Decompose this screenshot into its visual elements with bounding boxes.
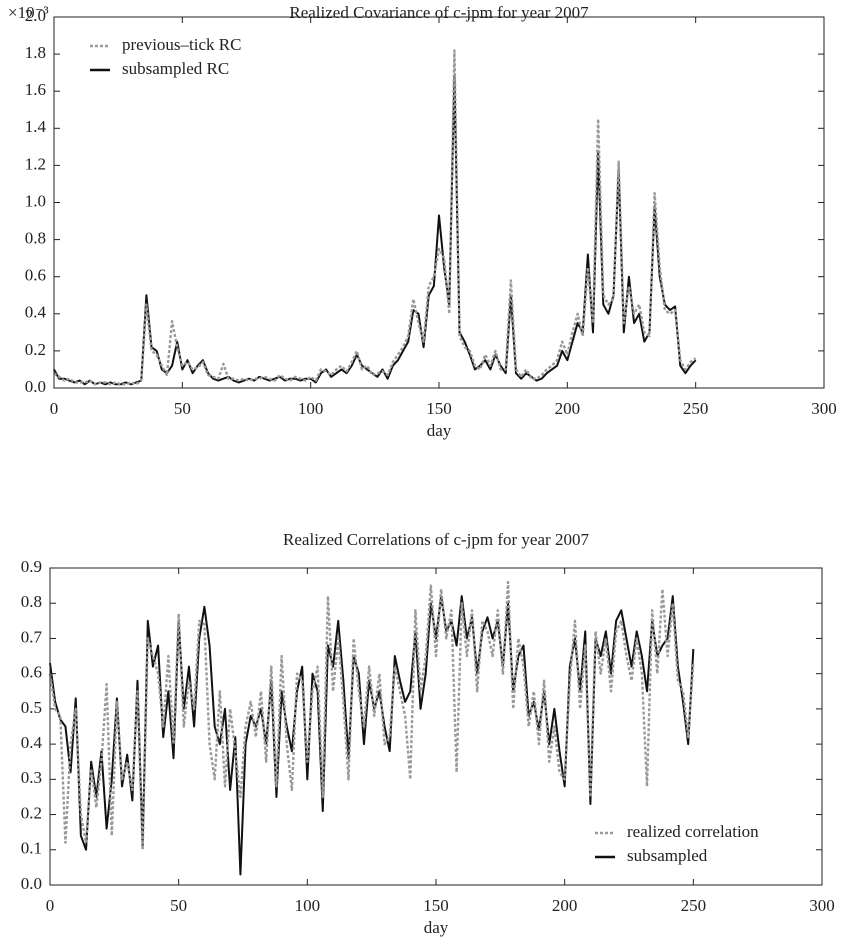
y-tick-label: 0.4 <box>21 733 43 752</box>
x-tick-label: 150 <box>426 399 452 418</box>
x-tick-label: 0 <box>50 399 59 418</box>
plot-frame <box>53 16 825 389</box>
y-tick-label: 0.4 <box>25 303 47 322</box>
x-tick-label: 0 <box>46 896 55 915</box>
y-tick-label: 0.2 <box>21 803 42 822</box>
legend-label: subsampled <box>627 846 708 865</box>
y-tick-label: 0.9 <box>21 557 42 576</box>
y-offset-label: ×10⁻³ <box>8 3 49 22</box>
line-series <box>53 49 697 386</box>
y-tick-label: 0.6 <box>21 663 42 682</box>
x-tick-label: 200 <box>552 896 578 915</box>
y-tick-label: 0.2 <box>25 340 46 359</box>
x-axis-label: day <box>427 421 452 440</box>
y-tick-label: 0.0 <box>21 874 42 893</box>
x-tick-label: 50 <box>174 399 191 418</box>
legend-label: realized correlation <box>627 822 759 841</box>
x-tick-label: 250 <box>681 896 707 915</box>
y-tick-label: 1.0 <box>25 191 46 210</box>
x-tick-label: 150 <box>423 896 449 915</box>
y-tick-label: 1.4 <box>25 117 47 136</box>
x-tick-label: 100 <box>298 399 324 418</box>
x-tick-label: 300 <box>811 399 837 418</box>
x-tick-label: 100 <box>295 896 321 915</box>
y-tick-label: 0.0 <box>25 377 46 396</box>
y-tick-label: 0.6 <box>25 266 46 285</box>
y-tick-label: 1.2 <box>25 154 46 173</box>
y-tick-label: 0.8 <box>21 592 42 611</box>
y-tick-label: 0.1 <box>21 839 42 858</box>
x-tick-label: 50 <box>170 896 187 915</box>
y-tick-label: 0.7 <box>21 627 43 646</box>
x-axis-label: day <box>424 918 449 937</box>
legend-label: previous–tick RC <box>122 35 241 54</box>
y-tick-label: 0.3 <box>21 768 42 787</box>
y-tick-label: 0.8 <box>25 229 46 248</box>
x-tick-label: 200 <box>555 399 581 418</box>
x-tick-label: 250 <box>683 399 709 418</box>
y-tick-label: 0.5 <box>21 698 42 717</box>
chart-title: Realized Correlations of c-jpm for year … <box>283 530 589 549</box>
y-tick-label: 1.8 <box>25 43 46 62</box>
y-tick-label: 1.6 <box>25 80 46 99</box>
x-tick-label: 300 <box>809 896 835 915</box>
line-series <box>48 580 695 851</box>
plot-frame <box>49 567 823 886</box>
y-tick-label: 2.0 <box>25 6 46 25</box>
legend-label: subsampled RC <box>122 59 229 78</box>
